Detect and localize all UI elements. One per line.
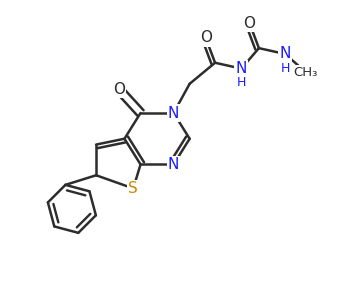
Text: N: N <box>168 106 179 121</box>
Text: H: H <box>237 76 246 89</box>
Text: O: O <box>244 16 256 31</box>
Text: N: N <box>236 61 247 76</box>
Text: N: N <box>279 47 291 61</box>
Text: O: O <box>113 81 125 96</box>
Text: S: S <box>129 181 138 196</box>
Text: CH₃: CH₃ <box>293 65 318 78</box>
Text: H: H <box>280 62 290 75</box>
Text: N: N <box>168 157 179 172</box>
Text: O: O <box>200 30 212 45</box>
